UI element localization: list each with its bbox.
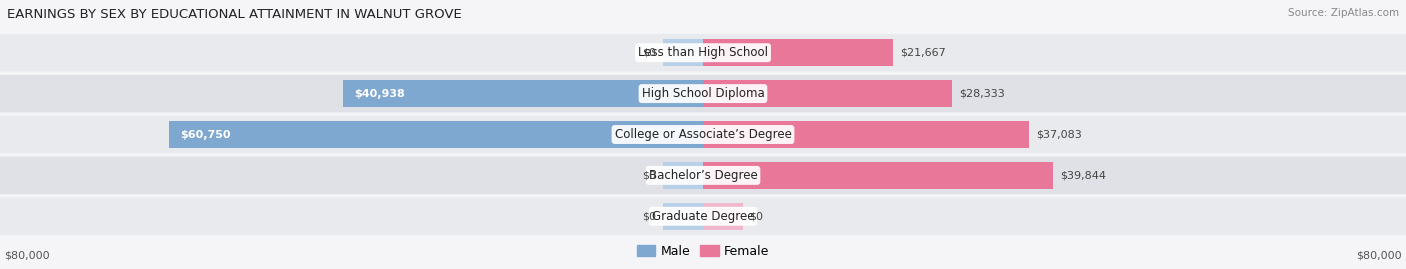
Text: $37,083: $37,083 <box>1036 129 1081 140</box>
Bar <box>664 40 703 66</box>
Text: $0: $0 <box>643 170 657 180</box>
Bar <box>343 80 703 107</box>
Bar <box>703 121 1029 148</box>
FancyBboxPatch shape <box>0 197 1406 235</box>
Text: Source: ZipAtlas.com: Source: ZipAtlas.com <box>1288 8 1399 18</box>
Bar <box>703 80 952 107</box>
Bar <box>703 203 742 229</box>
Bar <box>664 203 703 229</box>
FancyBboxPatch shape <box>0 34 1406 72</box>
Bar <box>703 40 893 66</box>
Text: $80,000: $80,000 <box>1357 251 1402 261</box>
Text: $21,667: $21,667 <box>900 48 946 58</box>
Bar <box>169 121 703 148</box>
FancyBboxPatch shape <box>0 75 1406 112</box>
Text: $40,938: $40,938 <box>354 89 405 99</box>
Text: Bachelor’s Degree: Bachelor’s Degree <box>648 169 758 182</box>
Text: $80,000: $80,000 <box>4 251 49 261</box>
Text: EARNINGS BY SEX BY EDUCATIONAL ATTAINMENT IN WALNUT GROVE: EARNINGS BY SEX BY EDUCATIONAL ATTAINMEN… <box>7 8 461 21</box>
Legend: Male, Female: Male, Female <box>631 240 775 263</box>
Bar <box>703 162 1053 189</box>
FancyBboxPatch shape <box>0 157 1406 194</box>
Text: Less than High School: Less than High School <box>638 46 768 59</box>
Text: $0: $0 <box>643 48 657 58</box>
Text: High School Diploma: High School Diploma <box>641 87 765 100</box>
Text: Graduate Degree: Graduate Degree <box>652 210 754 223</box>
FancyBboxPatch shape <box>0 116 1406 153</box>
Text: $28,333: $28,333 <box>959 89 1005 99</box>
Bar <box>664 162 703 189</box>
Text: $0: $0 <box>749 211 763 221</box>
Text: College or Associate’s Degree: College or Associate’s Degree <box>614 128 792 141</box>
Text: $60,750: $60,750 <box>180 129 231 140</box>
Text: $0: $0 <box>643 211 657 221</box>
Text: $39,844: $39,844 <box>1060 170 1107 180</box>
